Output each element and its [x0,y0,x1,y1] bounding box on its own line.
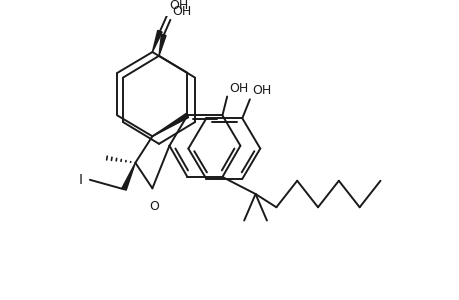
Polygon shape [122,163,135,190]
Polygon shape [152,30,162,52]
Text: OH: OH [229,82,248,94]
Polygon shape [159,34,166,56]
Text: OH: OH [172,5,191,18]
Text: OH: OH [251,85,270,98]
Text: O: O [149,200,159,213]
Polygon shape [152,113,188,136]
Text: OH: OH [169,0,188,12]
Text: I: I [78,173,82,187]
